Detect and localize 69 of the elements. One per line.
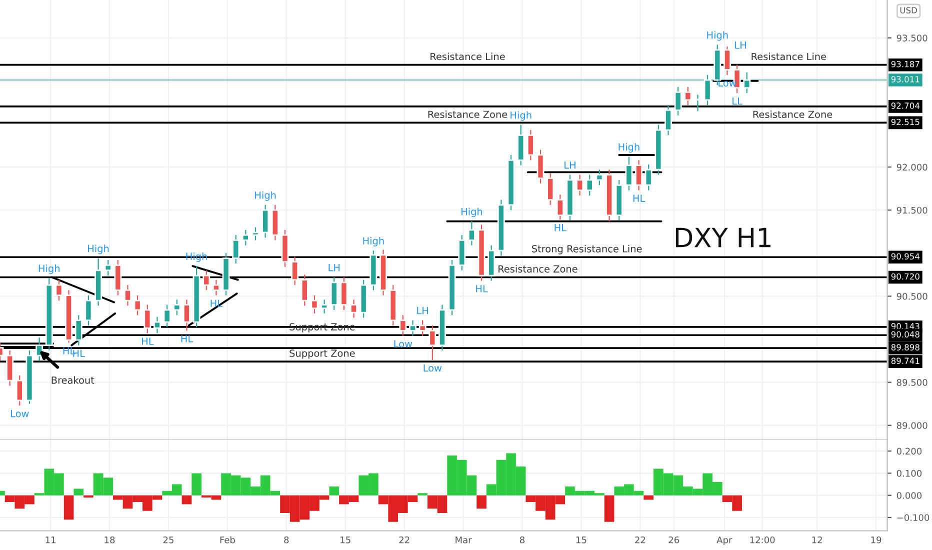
ref-line-label: 93.011 <box>891 76 920 82</box>
x-tick-label: 12 <box>812 536 822 544</box>
annotation: Resistance Line <box>752 52 826 60</box>
ref-line-label: 89.898 <box>891 344 920 350</box>
annotation: Breakout <box>52 376 94 384</box>
annotation: Resistance Zone <box>498 265 578 273</box>
annotation: HL <box>476 285 488 292</box>
annotation: Resistance Zone <box>428 110 508 118</box>
x-tick-label: 26 <box>668 536 680 544</box>
annotation: HL <box>63 347 76 354</box>
ref-line-label: 89.741 <box>891 358 920 364</box>
x-tick-label: 25 <box>163 536 174 544</box>
y-tick-label: 89.500 <box>896 379 928 386</box>
x-tick-label: 22 <box>399 536 410 544</box>
annotation: High <box>88 244 109 254</box>
annotation: HL <box>181 335 194 342</box>
annotation: LH <box>564 162 576 169</box>
annotation: Low <box>11 410 29 418</box>
y-tick-label: 93.500 <box>896 34 928 42</box>
y-tick-label: 90.500 <box>896 292 928 300</box>
annotation: HL <box>554 224 566 232</box>
annotation: LH <box>417 307 428 314</box>
annotation: High <box>255 191 276 201</box>
y-tick-label: 0.100 <box>896 470 922 477</box>
annotation: LH <box>735 42 746 49</box>
ref-line-label: 92.515 <box>891 118 920 126</box>
x-tick-label: 11 <box>46 536 56 544</box>
x-tick-label: 8 <box>284 536 289 544</box>
annotation: Low <box>394 340 412 348</box>
x-tick-label: Feb <box>220 536 235 544</box>
annotation: HL <box>633 194 646 202</box>
y-tick-label: 91.500 <box>896 206 928 214</box>
y-tick-label: 92.000 <box>896 164 928 171</box>
annotation: Resistance Line <box>430 52 505 60</box>
annotation: Support Zone <box>290 350 355 359</box>
annotation: Resistance Zone <box>753 110 832 118</box>
annotation: HL <box>142 338 154 345</box>
ref-line-label: 93.187 <box>891 60 920 68</box>
text: DXY H1 <box>676 228 770 248</box>
ref-line-label: 90.954 <box>891 253 920 260</box>
y-tick-label: 0.200 <box>896 448 922 455</box>
annotation: High <box>38 264 60 274</box>
x-tick-label: 12:00 <box>750 536 775 544</box>
annotation: HL <box>73 350 85 357</box>
x-tick-label: Apr <box>716 536 732 546</box>
x-tick-label: 19 <box>871 536 882 544</box>
ref-line-label: 90.048 <box>891 331 920 338</box>
annotation: LL <box>732 97 742 105</box>
annotation: High <box>707 31 728 41</box>
x-tick-label: Mar <box>456 536 472 544</box>
y-tick-label: 0.000 <box>896 492 922 499</box>
annotation: High <box>510 111 532 121</box>
y-axis-title: USD <box>900 7 917 14</box>
annotation: Low <box>424 364 442 372</box>
annotation: High <box>461 208 482 218</box>
x-tick-label: 8 <box>520 536 525 544</box>
ref-line-label: 90.720 <box>891 273 920 280</box>
x-tick-label: 15 <box>576 536 586 544</box>
x-tick-label: 15 <box>340 536 350 544</box>
y-tick-label: −0.100 <box>897 514 930 522</box>
x-tick-label: 18 <box>104 536 115 544</box>
annotation: High <box>618 143 640 153</box>
annotation: LH <box>328 264 340 272</box>
annotation: HL <box>210 300 223 307</box>
annotation: Strong Resistance Line <box>532 244 642 254</box>
y-tick-label: 89.000 <box>896 422 928 429</box>
x-tick-label: 22 <box>635 536 646 544</box>
ref-line-label: 92.704 <box>891 102 920 109</box>
annotation: High <box>363 236 384 246</box>
